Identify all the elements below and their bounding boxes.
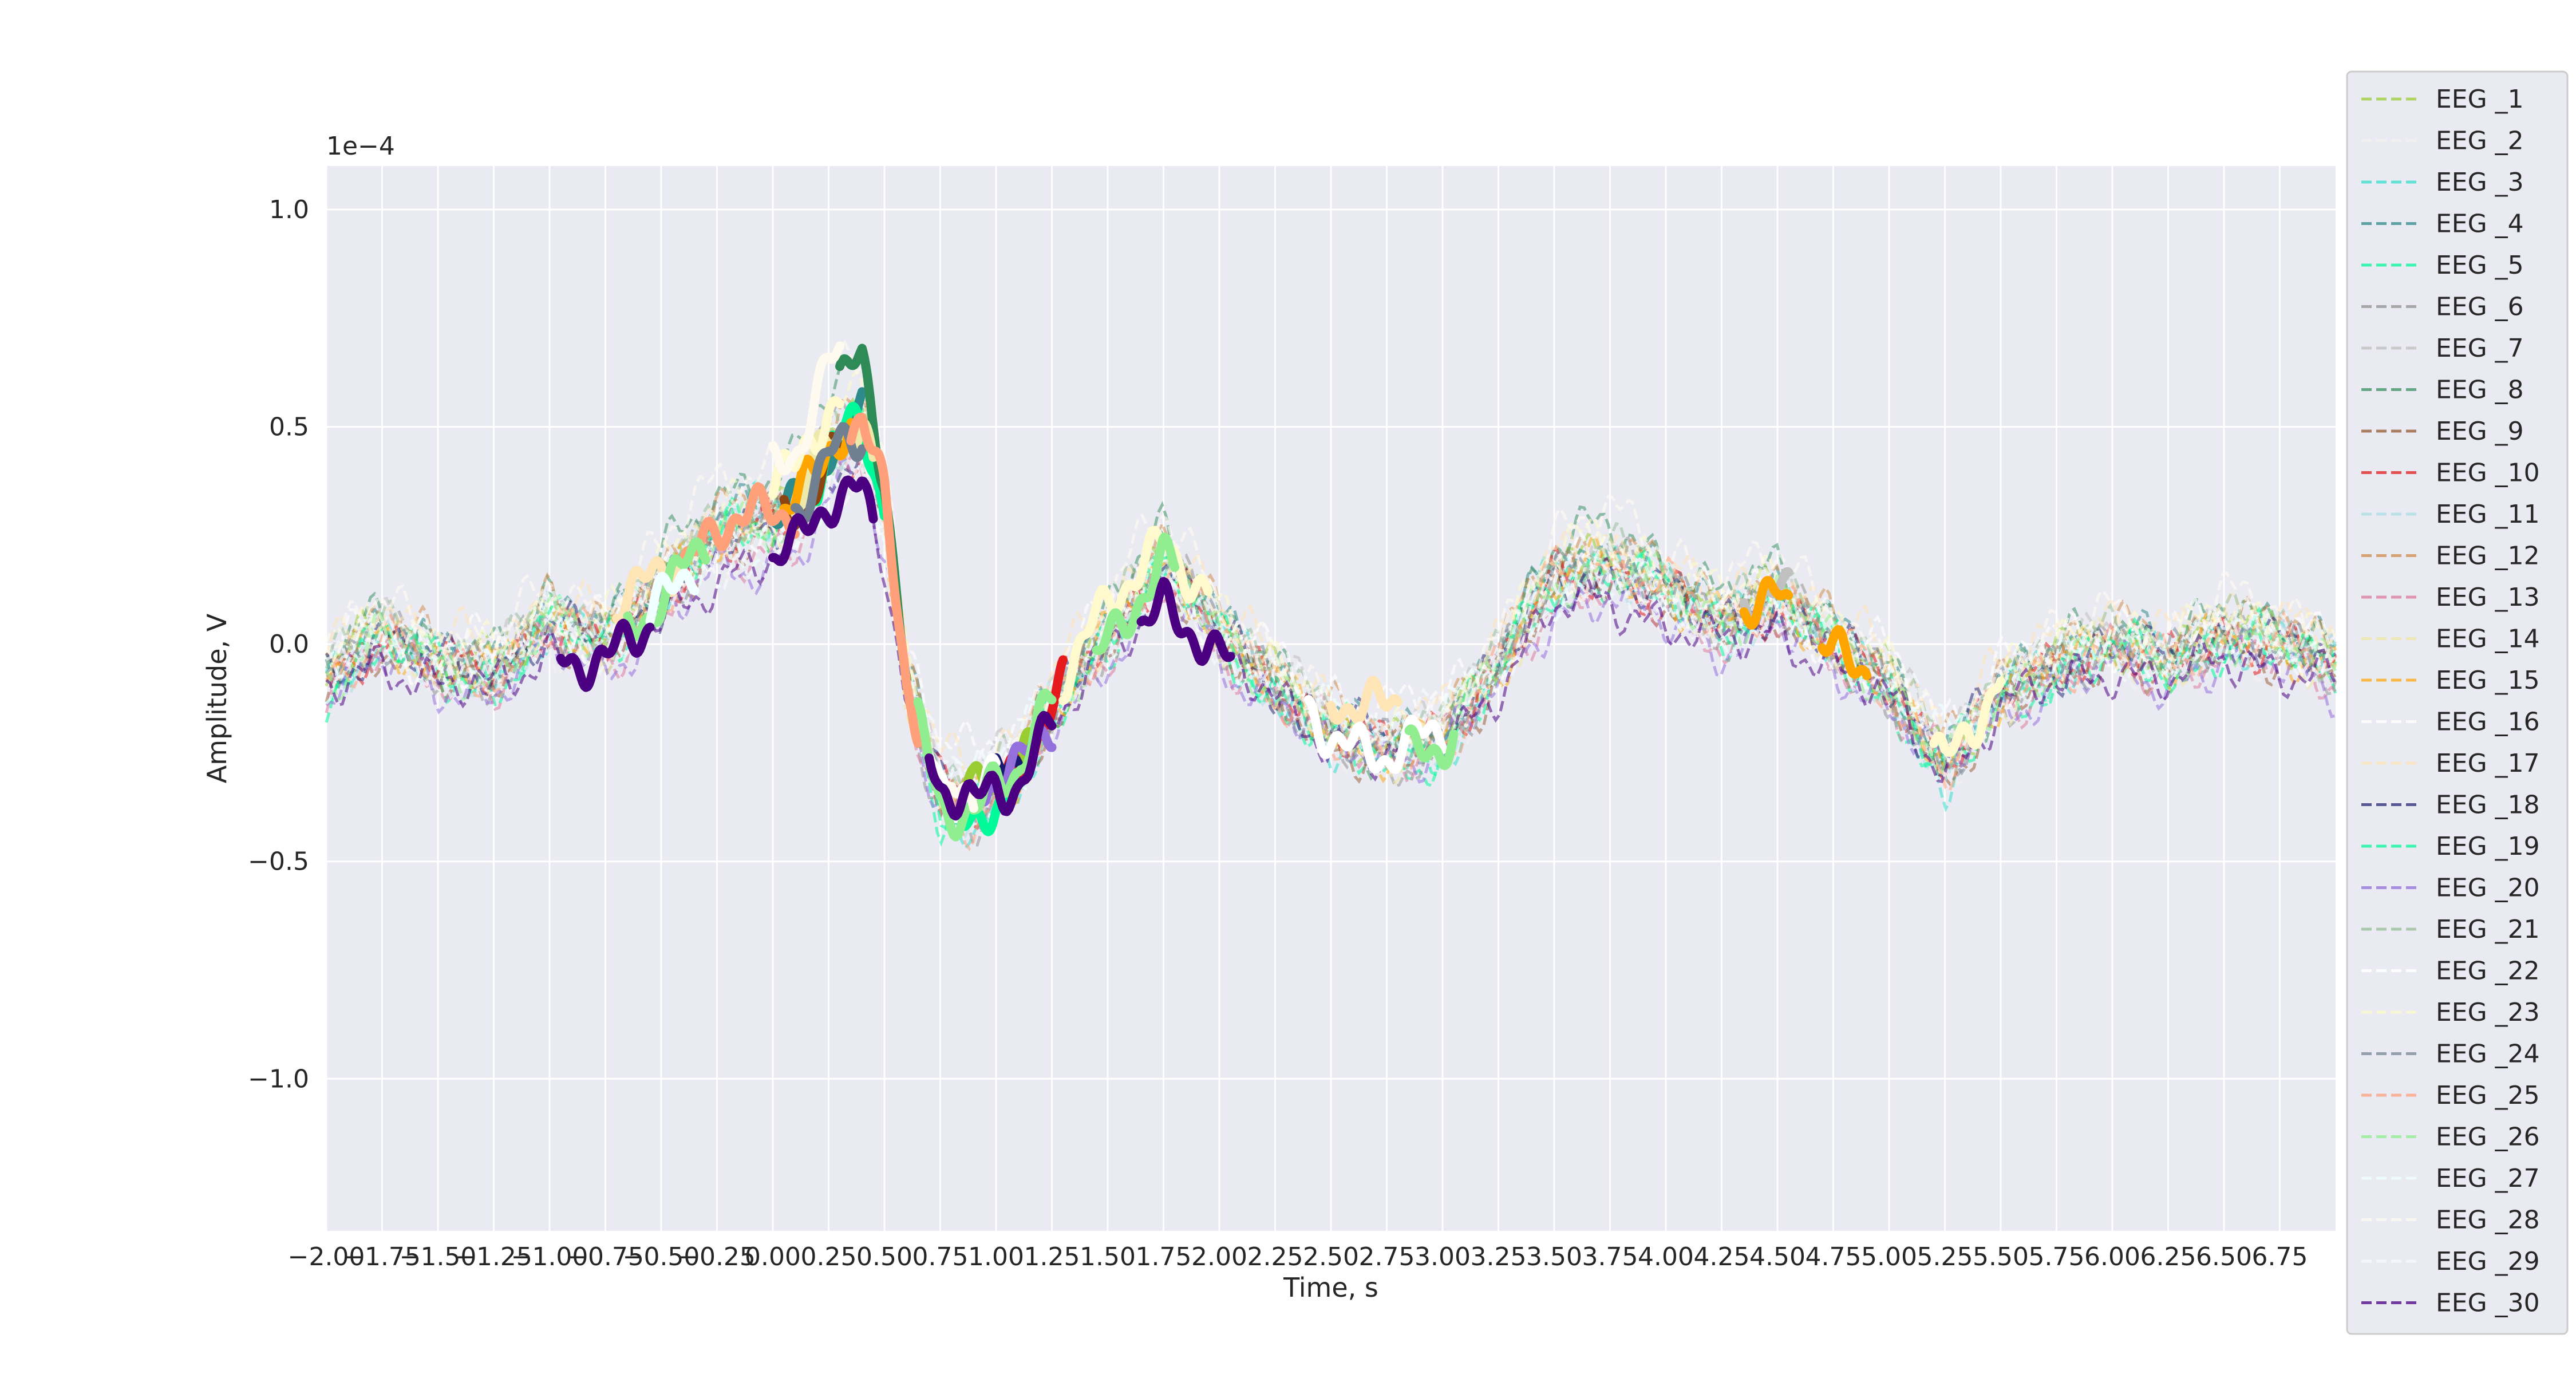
legend-entry: EEG _5 bbox=[2436, 251, 2524, 280]
x-tick-label: 6.75 bbox=[2252, 1242, 2308, 1272]
x-tick-label: 5.00 bbox=[1861, 1242, 1917, 1272]
series-highlight bbox=[924, 710, 1057, 821]
x-tick-label: −1.25 bbox=[455, 1242, 532, 1272]
x-tick-label: 2.75 bbox=[1359, 1242, 1415, 1272]
legend-entry: EEG _15 bbox=[2436, 666, 2540, 695]
x-tick-label: −0.75 bbox=[567, 1242, 644, 1272]
x-tick-label: 5.75 bbox=[2029, 1242, 2085, 1272]
series-highlight bbox=[1304, 694, 1447, 774]
series-highlight bbox=[1092, 532, 1179, 656]
legend-entry: EEG _24 bbox=[2436, 1040, 2540, 1069]
legend-entry: EEG _28 bbox=[2436, 1206, 2540, 1235]
legend-entry: EEG _10 bbox=[2436, 459, 2540, 488]
x-tick-label: 0.75 bbox=[912, 1242, 969, 1272]
legend-entry: EEG _14 bbox=[2436, 625, 2540, 654]
series-highlight bbox=[556, 618, 655, 692]
x-tick-label: 1.00 bbox=[968, 1242, 1024, 1272]
legend-entry: EEG _18 bbox=[2436, 791, 2540, 820]
x-tick-label: 1.25 bbox=[1024, 1242, 1080, 1272]
legend-entry: EEG _16 bbox=[2436, 708, 2540, 737]
series-highlight bbox=[846, 412, 923, 748]
legend-entry: EEG _20 bbox=[2436, 874, 2540, 903]
legend-entry: EEG _19 bbox=[2436, 832, 2540, 861]
x-tick-label: 2.00 bbox=[1191, 1242, 1247, 1272]
legend-entry: EEG _12 bbox=[2436, 542, 2540, 571]
x-tick-label: 6.25 bbox=[2140, 1242, 2196, 1272]
x-tick-labels: −2.00−1.75−1.50−1.25−1.00−0.75−0.50−0.25… bbox=[288, 1242, 2308, 1272]
x-tick-label: 0.25 bbox=[801, 1242, 857, 1272]
legend-entry: EEG _30 bbox=[2436, 1289, 2540, 1318]
x-tick-label: 0.00 bbox=[745, 1242, 801, 1272]
grid bbox=[325, 166, 2336, 1231]
y-tick-label: 1.0 bbox=[269, 195, 309, 224]
series-highlight bbox=[768, 475, 878, 566]
x-tick-label: 3.75 bbox=[1582, 1242, 1638, 1272]
y-axis-label: Amplitude, V bbox=[202, 613, 232, 783]
x-tick-label: 1.50 bbox=[1080, 1242, 1136, 1272]
y-tick-labels: 1.0 0.5 0.0 −0.5 −1.0 bbox=[248, 195, 309, 1093]
x-tick-label: −0.25 bbox=[678, 1242, 756, 1272]
series-highlight bbox=[1326, 676, 1402, 725]
x-tick-label: 2.50 bbox=[1303, 1242, 1359, 1272]
legend-entry: EEG _29 bbox=[2436, 1247, 2540, 1276]
legend-entry: EEG _26 bbox=[2436, 1123, 2540, 1152]
series-highlight bbox=[645, 568, 700, 626]
series-highlight bbox=[1929, 676, 2005, 757]
legend-entry: EEG _4 bbox=[2436, 210, 2524, 239]
x-tick-label: 4.50 bbox=[1749, 1242, 1805, 1272]
x-tick-label: 6.50 bbox=[2196, 1242, 2252, 1272]
y-tick-label: 0.0 bbox=[269, 630, 309, 659]
x-tick-label: 0.50 bbox=[856, 1242, 912, 1272]
x-tick-label: 1.75 bbox=[1136, 1242, 1192, 1272]
legend-entry: EEG _22 bbox=[2436, 957, 2540, 986]
legend-entry: EEG _21 bbox=[2436, 915, 2540, 944]
x-tick-label: 4.00 bbox=[1638, 1242, 1694, 1272]
legend-entry: EEG _13 bbox=[2436, 583, 2540, 612]
legend-entry: EEG _6 bbox=[2436, 293, 2524, 322]
x-tick-label: 5.25 bbox=[1917, 1242, 1973, 1272]
legend-frame bbox=[2346, 70, 2569, 1335]
x-tick-label: 3.50 bbox=[1526, 1242, 1582, 1272]
x-tick-label: 3.00 bbox=[1415, 1242, 1471, 1272]
x-tick-label: 6.00 bbox=[2084, 1242, 2140, 1272]
series-highlight bbox=[1136, 577, 1235, 666]
x-tick-label: 3.25 bbox=[1471, 1242, 1527, 1272]
y-tick-label: −0.5 bbox=[248, 847, 309, 876]
x-tick-label: 2.25 bbox=[1247, 1242, 1303, 1272]
legend-entry: EEG _3 bbox=[2436, 168, 2524, 197]
series-highlight bbox=[1818, 625, 1871, 680]
series-highlight bbox=[679, 482, 800, 564]
x-tick-label: −0.50 bbox=[623, 1242, 700, 1272]
legend-entry: EEG _17 bbox=[2436, 749, 2540, 778]
x-tick-label: −1.00 bbox=[511, 1242, 588, 1272]
x-tick-label: −1.50 bbox=[400, 1242, 477, 1272]
legend: EEG _1 EEG _2 EEG _3 EEG _4 EEG _5 EEG _6 EEG … bbox=[2346, 70, 2569, 1335]
x-tick-label: 4.75 bbox=[1805, 1242, 1862, 1272]
series-highlight bbox=[1058, 526, 1213, 705]
series-highlight bbox=[1404, 724, 1459, 771]
highlight-segments bbox=[556, 341, 2005, 842]
x-axis-label: Time, s bbox=[1283, 1272, 1378, 1303]
legend-entry: EEG _9 bbox=[2436, 417, 2524, 446]
legend-entry: EEG _11 bbox=[2436, 500, 2540, 529]
x-tick-label: 5.50 bbox=[1973, 1242, 2029, 1272]
legend-entry: EEG _8 bbox=[2436, 376, 2524, 405]
x-tick-label: −2.00 bbox=[288, 1242, 365, 1272]
legend-entry: EEG _27 bbox=[2436, 1164, 2540, 1193]
x-tick-label: 4.25 bbox=[1694, 1242, 1750, 1272]
x-tick-label: −1.75 bbox=[343, 1242, 421, 1272]
legend-entry: EEG _23 bbox=[2436, 998, 2540, 1027]
y-tick-label: −1.0 bbox=[248, 1064, 309, 1093]
series-line bbox=[325, 478, 2337, 816]
series-highlight bbox=[768, 341, 844, 476]
y-tick-label: 0.5 bbox=[269, 413, 309, 442]
series-highlight bbox=[1739, 576, 1793, 630]
y-scale-factor: 1e−4 bbox=[326, 132, 395, 161]
legend-entry: EEG _7 bbox=[2436, 334, 2524, 363]
legend-entry: EEG _25 bbox=[2436, 1081, 2540, 1110]
legend-entry: EEG _2 bbox=[2436, 127, 2524, 156]
legend-entry: EEG _1 bbox=[2436, 85, 2524, 114]
